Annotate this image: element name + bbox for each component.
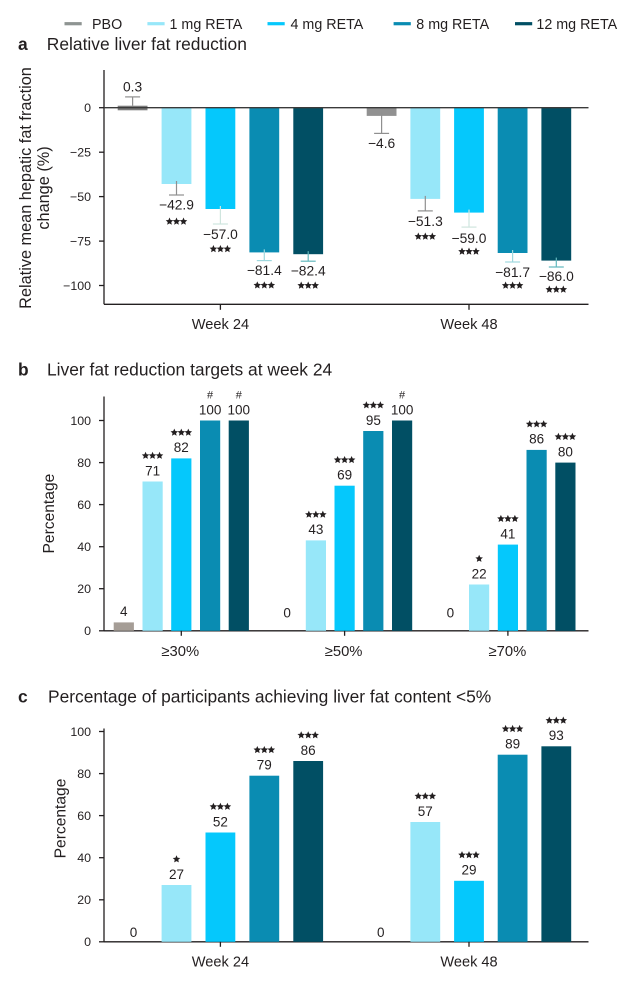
svg-text:Percentage of participants ach: Percentage of participants achieving liv… (48, 686, 491, 706)
svg-text:0: 0 (84, 624, 91, 638)
svg-text:43: 43 (308, 522, 323, 537)
svg-text:b: b (18, 360, 29, 380)
svg-text:69: 69 (337, 468, 352, 483)
svg-text:100: 100 (70, 725, 91, 739)
svg-text:0: 0 (84, 101, 91, 115)
svg-text:#: # (399, 390, 406, 402)
svg-text:80: 80 (558, 444, 573, 459)
svg-text:86: 86 (529, 432, 544, 447)
svg-text:0: 0 (84, 935, 91, 949)
svg-text:−81.4: −81.4 (247, 263, 282, 278)
svg-text:20: 20 (77, 582, 91, 596)
svg-text:PBO: PBO (92, 17, 122, 33)
svg-text:20: 20 (77, 893, 91, 907)
svg-text:0: 0 (130, 925, 138, 940)
svg-text:a: a (18, 34, 28, 54)
svg-text:52: 52 (213, 814, 228, 829)
svg-text:57: 57 (418, 804, 433, 819)
svg-text:Week 24: Week 24 (192, 955, 249, 971)
svg-text:12 mg RETA: 12 mg RETA (536, 17, 617, 33)
svg-text:Liver fat reduction targets at: Liver fat reduction targets at week 24 (47, 360, 332, 380)
svg-text:Week 48: Week 48 (440, 955, 497, 971)
svg-text:40: 40 (77, 851, 91, 865)
svg-text:1 mg RETA: 1 mg RETA (170, 17, 243, 33)
svg-text:Week 48: Week 48 (440, 317, 497, 333)
svg-text:#: # (207, 390, 214, 402)
svg-text:Percentage: Percentage (53, 779, 70, 859)
svg-text:−100: −100 (63, 279, 91, 293)
svg-text:60: 60 (77, 498, 91, 512)
svg-text:100: 100 (199, 402, 222, 417)
svg-text:0: 0 (447, 605, 455, 620)
svg-text:86: 86 (301, 743, 316, 758)
svg-text:60: 60 (77, 809, 91, 823)
svg-text:89: 89 (505, 737, 520, 752)
svg-text:−59.0: −59.0 (452, 231, 487, 246)
svg-text:−57.0: −57.0 (203, 227, 238, 242)
svg-text:80: 80 (77, 767, 91, 781)
svg-text:≥30%: ≥30% (161, 644, 199, 660)
svg-text:change (%): change (%) (35, 146, 53, 229)
svg-text:4: 4 (120, 604, 128, 619)
svg-text:Percentage: Percentage (41, 474, 58, 554)
svg-text:100: 100 (70, 414, 91, 428)
svg-text:0: 0 (377, 925, 385, 940)
svg-text:≥50%: ≥50% (325, 644, 363, 660)
svg-text:27: 27 (169, 867, 184, 882)
svg-text:100: 100 (391, 402, 414, 417)
svg-text:−75: −75 (70, 235, 91, 249)
svg-text:8 mg RETA: 8 mg RETA (416, 17, 489, 33)
svg-text:≥70%: ≥70% (489, 644, 527, 660)
svg-text:−86.0: −86.0 (539, 269, 574, 284)
svg-text:82: 82 (174, 440, 189, 455)
svg-text:#: # (236, 390, 243, 402)
svg-text:40: 40 (77, 540, 91, 554)
svg-text:29: 29 (461, 863, 476, 878)
svg-text:0: 0 (283, 605, 291, 620)
svg-text:Relative liver fat reduction: Relative liver fat reduction (47, 34, 247, 54)
svg-text:80: 80 (77, 456, 91, 470)
svg-text:−50: −50 (70, 190, 91, 204)
svg-text:71: 71 (145, 463, 160, 478)
svg-text:−42.9: −42.9 (159, 197, 194, 212)
svg-text:Relative mean hepatic fat frac: Relative mean hepatic fat fraction (17, 67, 35, 309)
svg-text:93: 93 (549, 728, 564, 743)
svg-text:22: 22 (472, 566, 487, 581)
svg-text:Week 24: Week 24 (192, 317, 249, 333)
svg-text:4 mg RETA: 4 mg RETA (291, 17, 364, 33)
svg-text:95: 95 (366, 413, 381, 428)
svg-text:−82.4: −82.4 (291, 263, 326, 278)
svg-text:−81.7: −81.7 (495, 265, 530, 280)
svg-text:−4.6: −4.6 (368, 136, 396, 151)
svg-text:0.3: 0.3 (123, 79, 143, 94)
svg-text:c: c (18, 686, 28, 706)
svg-text:79: 79 (257, 758, 272, 773)
svg-text:−25: −25 (70, 146, 91, 160)
svg-text:41: 41 (500, 526, 515, 541)
svg-text:100: 100 (228, 402, 251, 417)
svg-text:−51.3: −51.3 (408, 214, 443, 229)
